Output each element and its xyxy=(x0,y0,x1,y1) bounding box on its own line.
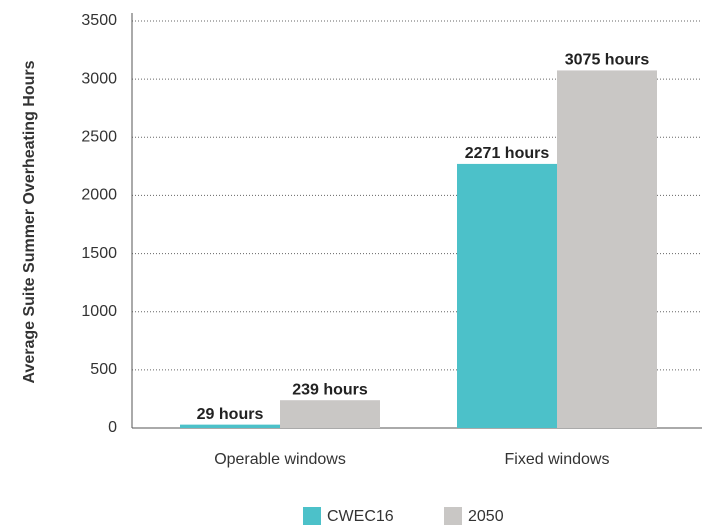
y-tick-label: 3000 xyxy=(81,70,117,87)
y-tick-label: 1500 xyxy=(81,245,117,262)
value-label: 29 hours xyxy=(197,406,264,423)
x-tick-label: Operable windows xyxy=(214,451,346,468)
value-label: 239 hours xyxy=(292,381,368,398)
value-label: 3075 hours xyxy=(565,52,650,69)
legend-swatch xyxy=(444,507,462,525)
y-tick-label: 2000 xyxy=(81,187,117,204)
bar xyxy=(180,424,280,428)
y-axis-label: Average Suite Summer Overheating Hours xyxy=(21,60,38,383)
value-label: 2271 hours xyxy=(465,145,550,162)
y-tick-label: 500 xyxy=(90,361,117,378)
y-tick-label: 1000 xyxy=(81,303,117,320)
x-tick-label: Fixed windows xyxy=(505,451,610,468)
y-tick-label: 0 xyxy=(108,419,117,436)
bar xyxy=(557,70,657,429)
bar xyxy=(457,163,557,428)
legend-label: CWEC16 xyxy=(327,508,394,525)
bar xyxy=(280,400,380,428)
y-tick-label: 3500 xyxy=(81,12,117,29)
legend-swatch xyxy=(303,507,321,525)
y-tick-label: 2500 xyxy=(81,129,117,146)
legend-label: 2050 xyxy=(468,508,504,525)
